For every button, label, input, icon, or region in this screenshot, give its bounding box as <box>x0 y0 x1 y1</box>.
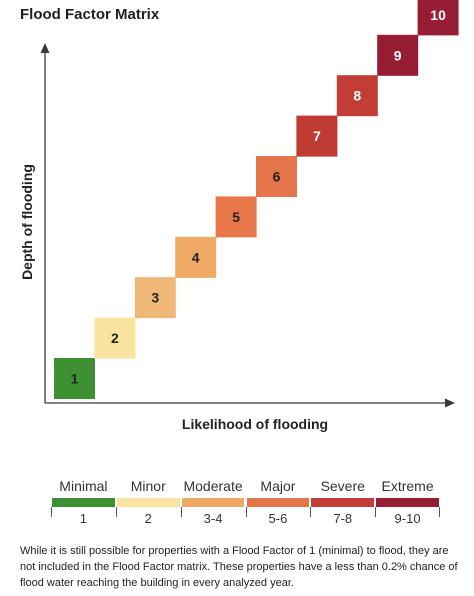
matrix-cells: 1 2 3 4 5 6 7 8 9 10 <box>54 0 459 399</box>
legend-tick <box>439 507 440 517</box>
x-axis-label: Likelihood of flooding <box>181 416 329 432</box>
legend-range-major: 5-6 <box>268 511 288 526</box>
matrix-cell-1 <box>54 358 95 399</box>
legend-swatch-major <box>246 498 310 507</box>
matrix-cell-label-9: 9 <box>394 47 402 63</box>
legend-swatch-minor <box>116 498 180 507</box>
legend-swatch-minimal <box>52 498 115 507</box>
legend-tick <box>51 507 52 517</box>
legend-range-minor: 2 <box>144 511 152 526</box>
matrix-cell-8 <box>336 75 378 117</box>
y-axis-arrow-icon <box>40 43 50 53</box>
legend-range-severe: 7-8 <box>333 511 353 526</box>
matrix-cell-label-7: 7 <box>313 128 321 144</box>
matrix-cell-label-8: 8 <box>353 88 361 104</box>
flood-factor-matrix: 1 2 3 4 5 6 7 8 9 10 <box>40 0 459 408</box>
legend-category-minimal: Minimal <box>59 478 108 494</box>
x-axis-arrow-icon <box>445 398 455 408</box>
matrix-cell-7 <box>296 115 338 157</box>
legend-tick <box>245 507 247 517</box>
matrix-cell-5 <box>215 196 257 238</box>
legend-tick <box>180 507 182 517</box>
matrix-cell-label-6: 6 <box>273 169 281 185</box>
matrix-cell-2 <box>94 317 136 359</box>
footnote: While it is still possible for propertie… <box>20 545 458 589</box>
legend-range-minimal: 1 <box>79 511 88 526</box>
legend-swatch-extreme <box>376 498 439 507</box>
legend-category-moderate: Moderate <box>183 478 243 494</box>
matrix-cell-label-5: 5 <box>232 209 240 225</box>
legend-swatch-moderate <box>181 498 245 507</box>
legend-swatch-severe <box>311 498 375 507</box>
matrix-cell-label-4: 4 <box>192 249 200 265</box>
matrix-cell-3 <box>134 277 176 319</box>
matrix-cell-10 <box>417 0 459 36</box>
matrix-cell-label-1: 1 <box>71 371 79 387</box>
legend-tick <box>115 507 117 517</box>
legend-range-moderate: 3-4 <box>203 511 223 526</box>
matrix-cell-4 <box>175 236 217 278</box>
legend-category-major: Major <box>260 478 296 494</box>
axes <box>40 43 455 408</box>
legend-category-extreme: Extreme <box>381 478 434 494</box>
legend-range-extreme: 9-10 <box>394 511 421 526</box>
legend-tick <box>310 507 312 517</box>
legend-category-severe: Severe <box>320 478 365 494</box>
matrix-cell-6 <box>256 156 297 197</box>
matrix-cell-label-3: 3 <box>151 290 159 306</box>
legend-tick <box>375 507 377 517</box>
matrix-cell-label-10: 10 <box>430 7 446 23</box>
legend-category-minor: Minor <box>130 478 166 494</box>
matrix-cell-9 <box>377 34 419 76</box>
page-title: Flood Factor Matrix <box>20 6 160 23</box>
y-axis-label: Depth of flooding <box>19 164 35 280</box>
matrix-cell-label-2: 2 <box>111 330 119 346</box>
